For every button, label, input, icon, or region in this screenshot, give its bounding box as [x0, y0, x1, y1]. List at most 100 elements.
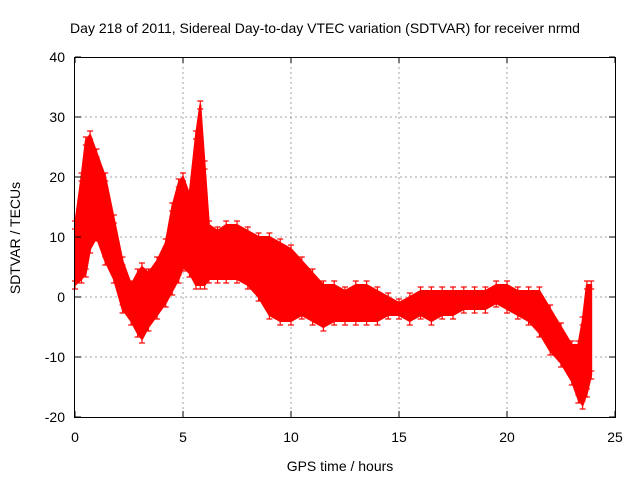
upper-point: [266, 232, 273, 242]
lower-point: [175, 274, 182, 284]
lower-point: [162, 298, 169, 308]
lower-point: [579, 400, 586, 410]
y-tick-label: -20: [45, 409, 65, 425]
upper-point: [575, 340, 582, 350]
upper-point: [128, 280, 135, 290]
x-tick-label: 5: [179, 429, 187, 445]
upper-point: [439, 286, 446, 296]
upper-point: [162, 238, 169, 248]
lower-point: [93, 232, 100, 242]
lower-point: [102, 256, 109, 266]
lower-point: [110, 274, 117, 284]
lower-point: [331, 316, 338, 326]
upper-point: [119, 256, 126, 266]
upper-point: [406, 292, 413, 302]
upper-point: [180, 172, 186, 182]
upper-point: [134, 268, 141, 278]
lower-point: [82, 268, 89, 278]
upper-point: [214, 226, 221, 236]
upper-point: [93, 148, 100, 158]
lower-point: [374, 316, 381, 326]
upper-point: [558, 322, 564, 332]
lower-point: [234, 274, 240, 284]
upper-point: [223, 220, 230, 230]
upper-point: [78, 172, 85, 182]
lower-point: [214, 274, 221, 284]
lower-point: [119, 304, 126, 314]
lower-point: [363, 316, 370, 326]
upper-point: [175, 178, 182, 188]
upper-point: [342, 286, 348, 296]
upper-point: [588, 280, 595, 290]
upper-point: [536, 286, 543, 296]
upper-point: [525, 286, 532, 296]
upper-point: [154, 256, 161, 266]
lower-point: [504, 304, 510, 314]
lower-point: [428, 316, 435, 326]
lower-point: [525, 316, 532, 326]
upper-point: [110, 214, 117, 224]
y-tick-label: 40: [49, 49, 65, 65]
lower-point: [342, 316, 348, 326]
lower-point: [180, 262, 186, 272]
y-tick-label: 10: [49, 229, 65, 245]
plot-frame: [74, 57, 616, 418]
lower-point: [558, 358, 564, 368]
lower-point: [417, 310, 424, 320]
lower-point: [309, 316, 316, 326]
x-axis-label: GPS time / hours: [287, 458, 394, 474]
upper-point: [87, 130, 94, 140]
lower-point: [266, 310, 273, 320]
upper-point: [417, 286, 424, 296]
upper-point: [298, 256, 305, 266]
y-tick-label: -10: [45, 349, 65, 365]
upper-point: [579, 316, 586, 326]
grid-lines: [75, 57, 615, 417]
lower-point: [169, 286, 176, 296]
lower-point: [536, 328, 543, 338]
lower-point: [493, 298, 500, 308]
upper-point: [277, 238, 284, 248]
lower-point: [547, 346, 554, 356]
upper-point: [460, 286, 467, 296]
upper-point: [568, 340, 575, 350]
y-axis-label: SDTVAR / TECUs: [7, 182, 23, 294]
upper-point: [396, 298, 402, 308]
lower-point: [87, 244, 94, 254]
upper-point: [514, 286, 521, 296]
upper-point: [385, 292, 392, 302]
upper-point: [450, 286, 456, 296]
lower-point: [396, 310, 402, 320]
upper-point: [363, 280, 370, 290]
chart-title: Day 218 of 2011, Sidereal Day-to-day VTE…: [70, 20, 580, 36]
x-tick-label: 20: [499, 429, 515, 445]
y-tick-label: 20: [49, 169, 65, 185]
lower-point: [352, 316, 359, 326]
lower-point: [255, 292, 262, 302]
upper-point: [471, 286, 478, 296]
upper-point: [482, 286, 489, 296]
lower-point: [450, 310, 456, 320]
lower-point: [78, 274, 85, 284]
lower-point: [205, 274, 212, 284]
lower-point: [298, 310, 305, 320]
upper-point: [428, 286, 435, 296]
upper-point: [82, 136, 89, 146]
lower-point: [439, 310, 446, 320]
lower-point: [385, 310, 392, 320]
lower-point: [134, 328, 141, 338]
upper-point: [169, 202, 176, 212]
upper-point: [244, 226, 251, 236]
lower-point: [482, 304, 489, 314]
upper-point: [138, 262, 145, 272]
lower-point: [588, 370, 595, 380]
axes: 0 5 10 15 20 25 -20 -10 0 10 20 30 40: [45, 49, 623, 445]
x-tick-label: 10: [283, 429, 299, 445]
lower-point: [320, 322, 327, 332]
lower-point: [514, 310, 521, 320]
upper-point: [145, 268, 152, 278]
lower-point: [288, 316, 294, 326]
upper-point: [234, 220, 240, 230]
x-tick-label: 0: [71, 429, 79, 445]
